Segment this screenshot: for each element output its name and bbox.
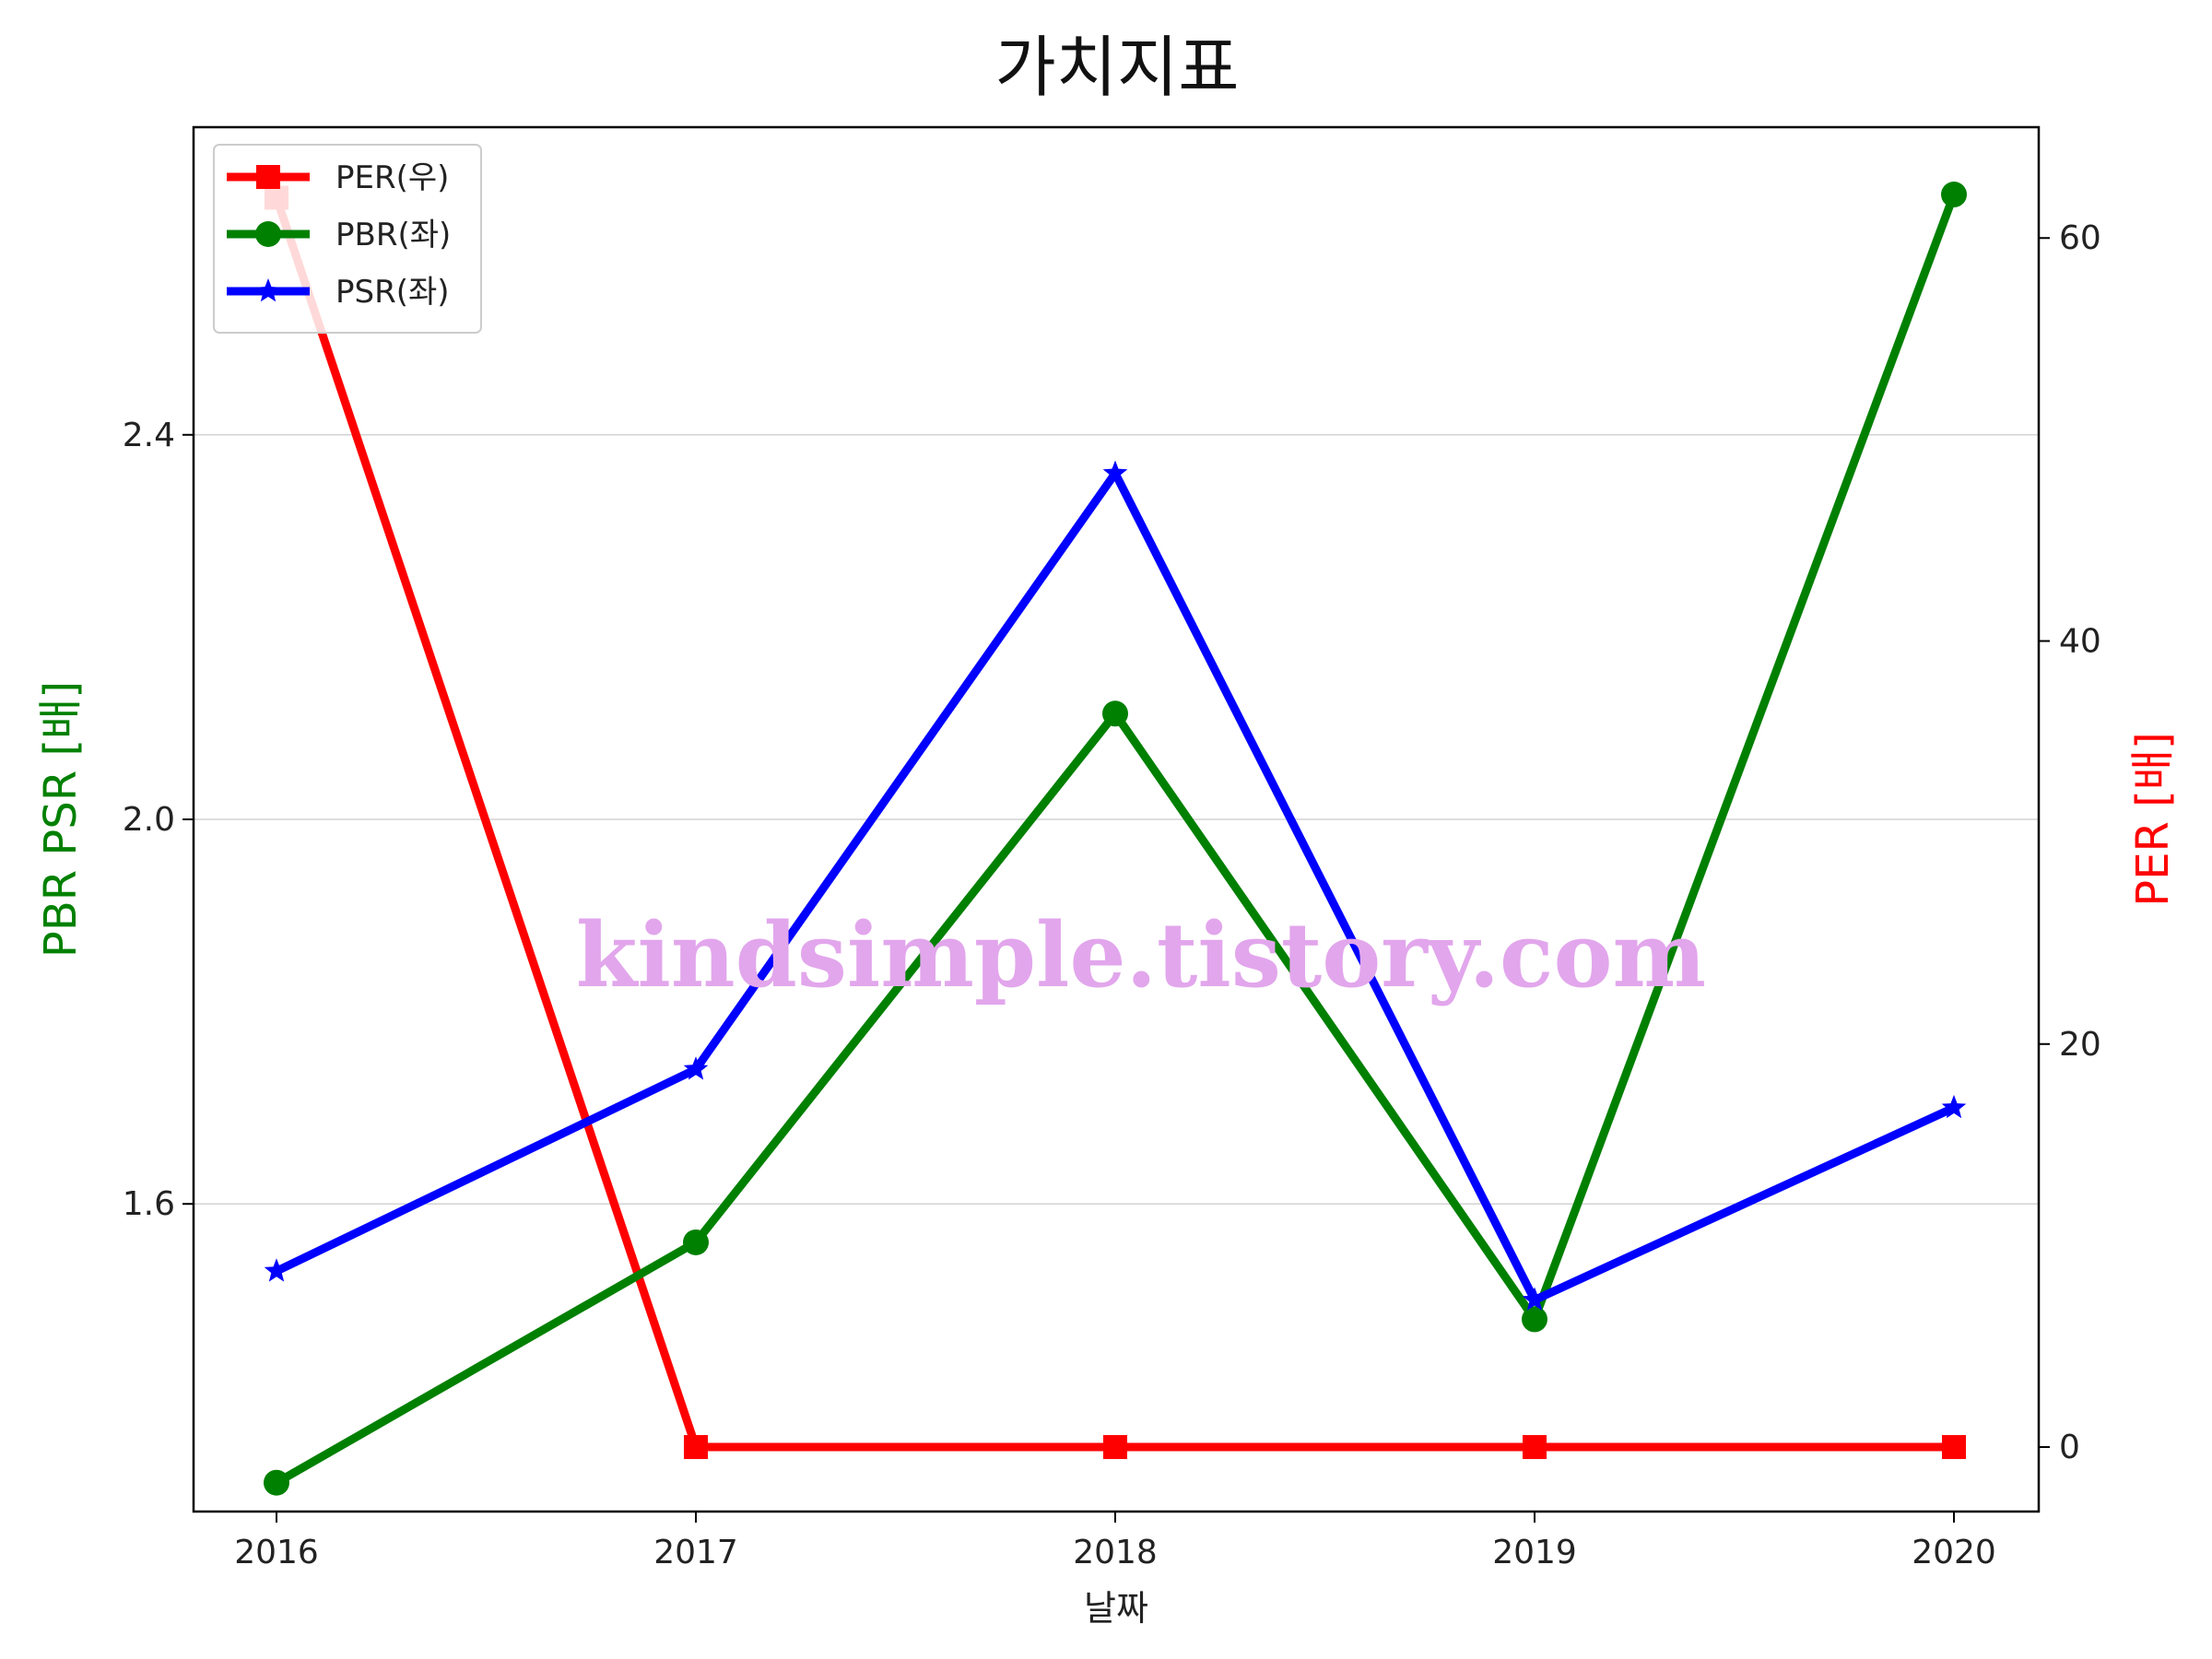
- legend-item: PSR(좌): [227, 274, 450, 311]
- data-point: [684, 1435, 708, 1460]
- axis-ticks: 2016 2017 2018 2019 2020 1.6 2.0 2.4 0 20 40 60: [123, 219, 2101, 1571]
- legend: PER(우) PBR(좌) PSR(좌): [213, 144, 482, 334]
- data-point: [1523, 1435, 1547, 1460]
- series-square: [265, 185, 1966, 1460]
- data-point: [1102, 460, 1128, 484]
- series-line: [272, 196, 1954, 1452]
- data-point: [1942, 1435, 1966, 1460]
- x-tick-label: 2020: [1912, 1534, 1996, 1571]
- y-left-tick-label: 1.6: [123, 1185, 175, 1223]
- y-left-tick-label: 2.0: [123, 801, 175, 839]
- data-point: [1941, 182, 1967, 208]
- legend-box: [213, 144, 482, 334]
- data-point: [264, 1258, 289, 1282]
- y-right-tick-label: 40: [2059, 623, 2101, 661]
- data-point: [264, 1469, 289, 1496]
- y-right-tick-label: 60: [2059, 219, 2101, 257]
- data-point: [1102, 700, 1128, 727]
- series-line: [274, 193, 1959, 1487]
- legend-swatch-marker: [256, 165, 280, 189]
- legend-item: PBR(좌): [227, 217, 451, 253]
- y-left-tick-label: 2.4: [123, 417, 175, 454]
- data-point: [683, 1229, 709, 1255]
- x-tick-label: 2019: [1492, 1534, 1577, 1571]
- data-point: [1103, 1435, 1127, 1460]
- legend-swatch-marker: [255, 278, 281, 302]
- y-axis-right-label: PER [배]: [2127, 732, 2179, 907]
- series-circle: [264, 182, 1967, 1496]
- y-right-tick-label: 0: [2059, 1429, 2080, 1466]
- legend-label: PER(우): [335, 159, 449, 196]
- legend-item: PER(우): [227, 159, 449, 196]
- watermark: kindsimple.tistory.com: [576, 903, 1706, 1007]
- legend-label: PBR(좌): [335, 217, 451, 253]
- data-point: [1522, 1306, 1547, 1333]
- x-axis-label: 날짜: [1084, 1588, 1148, 1629]
- chart-title: 가치지표: [995, 29, 1240, 106]
- data-point: [1522, 1287, 1547, 1311]
- series-star: [264, 460, 1967, 1311]
- data-point: [1941, 1094, 1967, 1119]
- x-tick-label: 2017: [653, 1534, 738, 1571]
- x-tick-label: 2018: [1073, 1534, 1158, 1571]
- x-tick-label: 2016: [234, 1534, 319, 1571]
- legend-label: PSR(좌): [335, 274, 450, 311]
- series-lines: [264, 182, 1967, 1496]
- y-right-tick-label: 20: [2059, 1026, 2101, 1064]
- series-line: [275, 465, 1956, 1306]
- legend-swatch-marker: [255, 221, 281, 247]
- y-axis-left-label: PBR PSR [배]: [35, 681, 87, 958]
- data-point: [683, 1056, 709, 1080]
- grid-lines: [194, 434, 2039, 1205]
